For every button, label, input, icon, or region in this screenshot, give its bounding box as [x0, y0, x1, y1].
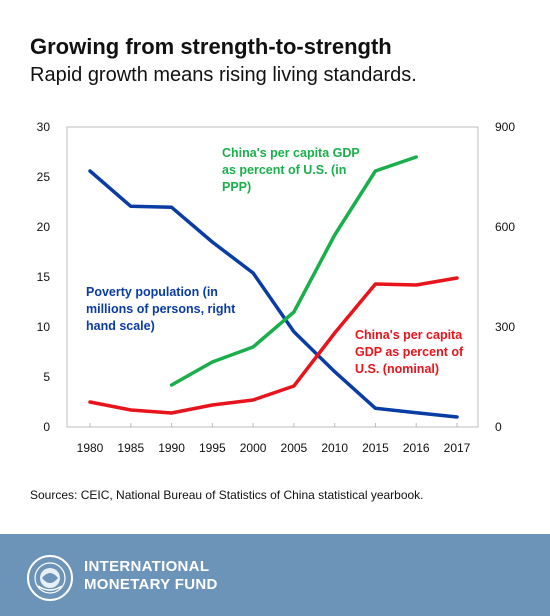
left-axis-tick-label: 5	[43, 370, 50, 384]
footer-banner: INTERNATIONAL MONETARY FUND	[0, 534, 550, 616]
right-axis-tick-label: 600	[495, 220, 515, 234]
x-axis-tick-label: 1985	[117, 441, 144, 455]
series-label: hand scale)	[86, 319, 155, 333]
x-axis-tick-label: 2017	[444, 441, 471, 455]
page-subtitle: Rapid growth means rising living standar…	[30, 64, 417, 86]
series-label: China's per capita	[355, 328, 463, 342]
series-line	[88, 169, 459, 419]
org-name[interactable]: INTERNATIONAL MONETARY FUND	[84, 558, 218, 594]
left-axis-tick-label: 15	[37, 270, 51, 284]
x-axis-tick-label: 1995	[199, 441, 226, 455]
org-name-line2: MONETARY FUND	[84, 576, 218, 593]
left-axis-tick-label: 20	[37, 220, 51, 234]
x-axis-tick-label: 2015	[362, 441, 389, 455]
right-axis-tick-label: 300	[495, 320, 515, 334]
series-label: GDP as percent of	[355, 345, 464, 359]
series-label: millions of persons, right	[86, 302, 236, 316]
series-label: Poverty population (in	[86, 285, 218, 299]
series-label: as percent of U.S. (in	[222, 163, 346, 177]
x-axis-tick-label: 1980	[77, 441, 104, 455]
left-axis-tick-label: 10	[37, 320, 51, 334]
x-axis-tick-label: 2010	[321, 441, 348, 455]
left-axis-tick-label: 30	[37, 120, 51, 134]
right-axis-tick-label: 0	[495, 420, 502, 434]
series-line	[88, 276, 459, 415]
x-axis-tick-label: 2005	[281, 441, 308, 455]
x-axis-tick-label: 2016	[403, 441, 430, 455]
x-axis-tick-label: 2000	[240, 441, 267, 455]
left-axis-tick-label: 25	[37, 170, 51, 184]
right-axis-tick-label: 900	[495, 120, 515, 134]
page-title: Growing from strength-to-strength	[30, 34, 392, 59]
org-name-line1: INTERNATIONAL	[84, 558, 210, 575]
plot-frame	[66, 126, 479, 428]
x-axis-tick-label: 1990	[158, 441, 185, 455]
series-label: China's per capita GDP	[222, 146, 360, 160]
series-label: U.S. (nominal)	[355, 362, 439, 376]
imf-seal-icon	[27, 555, 73, 601]
series-label: PPP)	[222, 180, 251, 194]
source-note: Sources: CEIC, National Bureau of Statis…	[30, 488, 424, 502]
left-axis-tick-label: 0	[43, 420, 50, 434]
series-line	[169, 155, 418, 387]
